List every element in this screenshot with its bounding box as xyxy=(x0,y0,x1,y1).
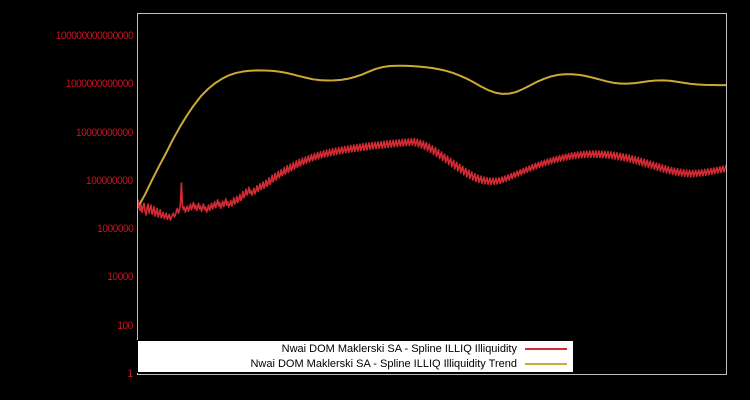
y-axis-tick-label: 1000000 xyxy=(96,223,134,236)
plot-area xyxy=(137,13,727,375)
chart-legend: Nwai DOM Maklerski SA - Spline ILLIQ Ill… xyxy=(137,340,574,373)
legend-swatch-illiquidity xyxy=(525,348,567,350)
legend-label-trend: Nwai DOM Maklerski SA - Spline ILLIQ Ill… xyxy=(250,358,517,370)
y-axis-tick-label: 10000000000 xyxy=(76,126,133,139)
series-line-illiquidity xyxy=(138,137,726,221)
legend-label-illiquidity: Nwai DOM Maklerski SA - Spline ILLIQ Ill… xyxy=(281,343,517,355)
series-line-trend xyxy=(138,64,726,209)
y-axis-tick-label: 100000000000000 xyxy=(55,30,133,43)
y-axis-tick-label: 10000 xyxy=(107,271,133,284)
legend-swatch-trend xyxy=(525,363,567,365)
plot-svg xyxy=(138,64,726,221)
y-axis-tick-label: 1 xyxy=(127,368,134,380)
y-axis-tick-label: 1000000000000 xyxy=(65,78,134,91)
legend-item-trend: Nwai DOM Maklerski SA - Spline ILLIQ Ill… xyxy=(138,357,573,372)
legend-item-illiquidity: Nwai DOM Maklerski SA - Spline ILLIQ Ill… xyxy=(138,342,573,357)
y-axis-tick-label: 100000000 xyxy=(86,174,133,187)
y-axis-tick-label: 100 xyxy=(117,319,133,332)
